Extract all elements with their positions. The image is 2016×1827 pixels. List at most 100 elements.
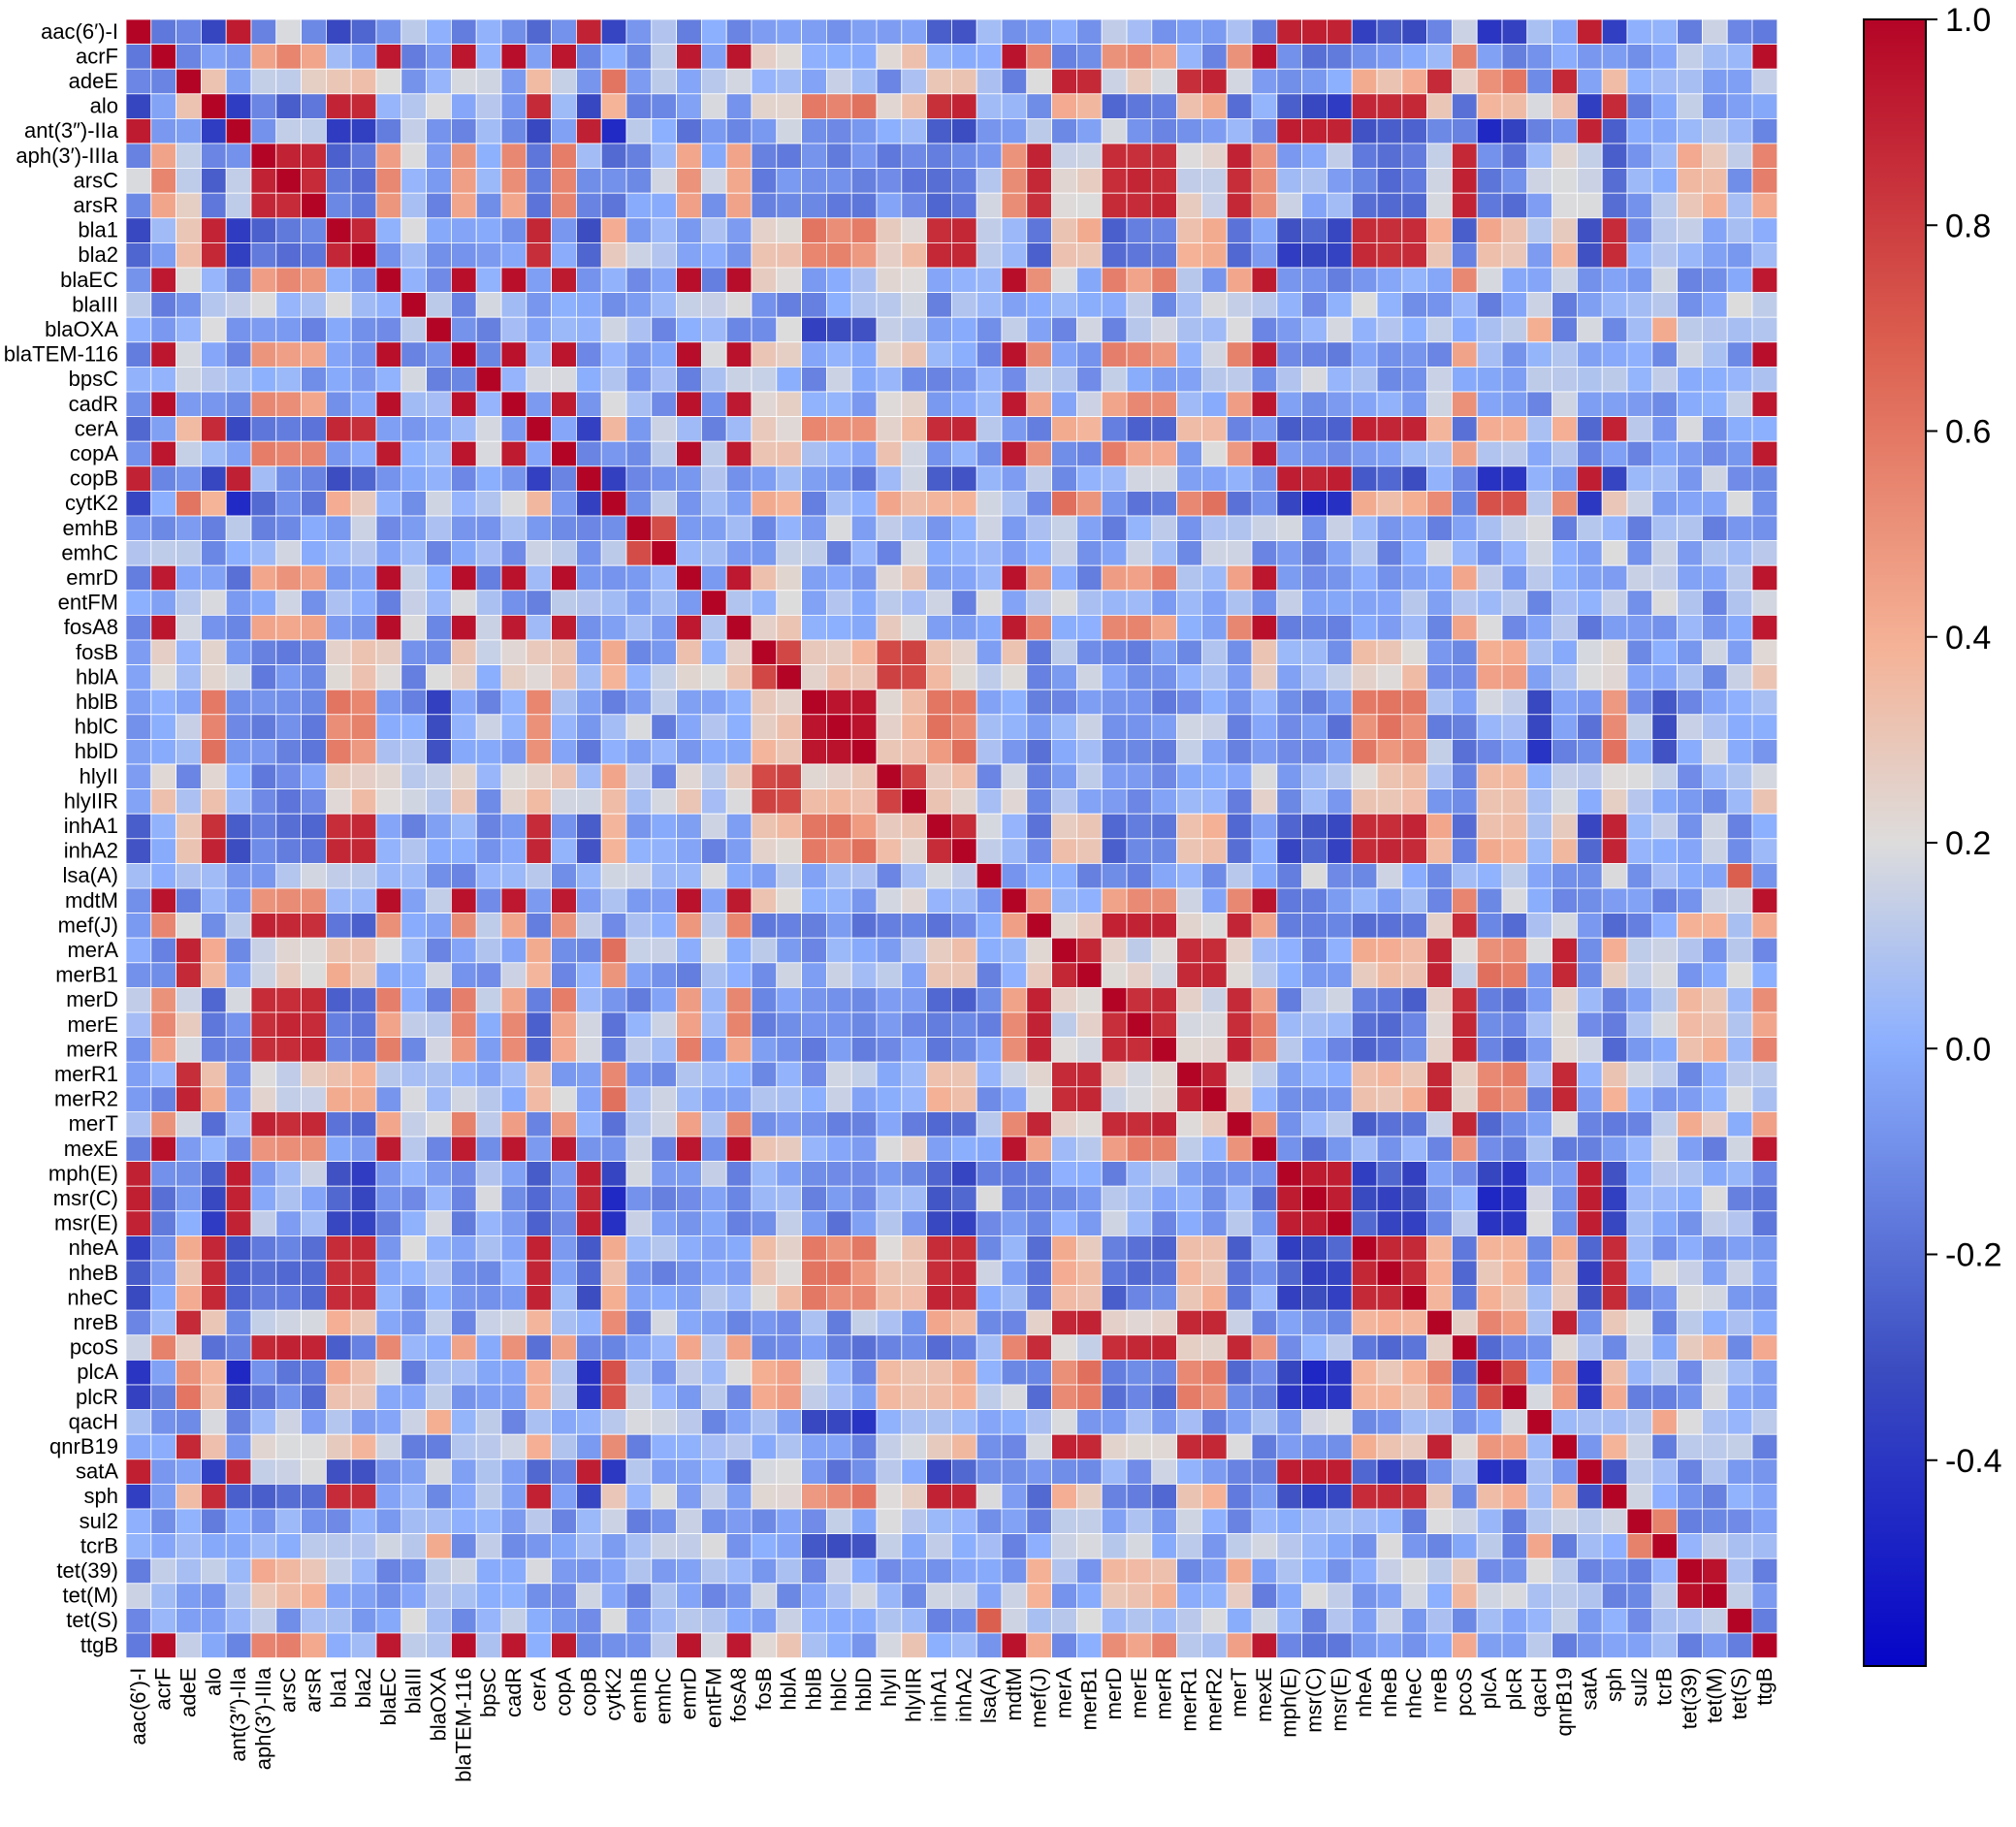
- heatmap-cell: [1201, 1161, 1228, 1187]
- heatmap-cell: [1526, 1608, 1553, 1634]
- heatmap-cell: [526, 1384, 552, 1411]
- heatmap-cell: [1526, 913, 1553, 939]
- heatmap-cell: [1176, 143, 1202, 170]
- heatmap-cell: [1626, 490, 1653, 517]
- heatmap-cell: [1552, 1037, 1578, 1063]
- heatmap-cell: [426, 143, 452, 170]
- heatmap-cell: [725, 564, 752, 592]
- heatmap-cell: [1702, 664, 1728, 690]
- heatmap-cell: [1251, 1458, 1278, 1485]
- heatmap-cell: [1452, 1161, 1478, 1187]
- heatmap-cell: [1226, 714, 1253, 740]
- heatmap-cell: [475, 887, 502, 914]
- heatmap-cell: [801, 1235, 827, 1262]
- heatmap-cell: [1051, 540, 1077, 566]
- heatmap-cell: [150, 664, 177, 690]
- heatmap-cell: [1327, 913, 1353, 939]
- heatmap-cell: [125, 391, 152, 418]
- heatmap-cell: [1476, 118, 1503, 144]
- heatmap-cell: [926, 391, 952, 418]
- heatmap-cell: [1201, 241, 1228, 269]
- heatmap-cell: [651, 1136, 677, 1163]
- heatmap-cell: [625, 714, 653, 740]
- heatmap-cell: [1677, 1533, 1703, 1559]
- heatmap-cell: [801, 788, 827, 815]
- heatmap-cell: [1126, 1161, 1153, 1187]
- heatmap-cell: [1051, 1037, 1077, 1063]
- heatmap-cell: [1001, 1086, 1028, 1112]
- heatmap-cell: [250, 987, 277, 1013]
- heatmap-cell: [1301, 714, 1328, 740]
- heatmap-cell: [551, 1260, 577, 1287]
- heatmap-cell: [1552, 192, 1578, 219]
- heatmap-cell: [200, 1360, 227, 1386]
- heatmap-cell: [1327, 813, 1353, 840]
- heatmap-cell: [225, 1632, 252, 1659]
- heatmap-cell: [776, 564, 802, 592]
- heatmap-cell: [976, 1583, 1003, 1609]
- heatmap-cell: [1001, 465, 1028, 492]
- heatmap-cell: [426, 168, 452, 194]
- heatmap-cell: [1051, 316, 1077, 343]
- heatmap-cell: [1401, 1458, 1428, 1485]
- heatmap-cell: [500, 267, 528, 294]
- heatmap-cell: [1301, 962, 1328, 988]
- heatmap-cell: [1651, 1557, 1679, 1585]
- heatmap-cell: [125, 44, 152, 70]
- heatmap-cell: [1376, 143, 1403, 170]
- heatmap-cell: [600, 1210, 627, 1236]
- heatmap-cell: [125, 1533, 152, 1559]
- heatmap-cell: [275, 1235, 302, 1262]
- heatmap-cell: [1251, 813, 1278, 840]
- heatmap-cell: [1376, 913, 1403, 939]
- heatmap-cell: [1051, 1508, 1077, 1535]
- heatmap-cell: [1751, 366, 1778, 393]
- heatmap-cell: [701, 590, 727, 616]
- heatmap-cell: [751, 241, 778, 269]
- heatmap-cell: [1076, 18, 1103, 46]
- heatmap-cell: [475, 564, 502, 592]
- heatmap-cell: [976, 913, 1003, 939]
- heatmap-cell: [1401, 118, 1428, 144]
- heatmap-cell: [176, 788, 202, 815]
- heatmap-cell: [1526, 93, 1553, 119]
- heatmap-cell: [325, 366, 352, 393]
- heatmap-cell: [1351, 615, 1378, 641]
- heatmap-cell: [1151, 937, 1178, 964]
- heatmap-cell: [1476, 1533, 1503, 1559]
- heatmap-cell: [1301, 1508, 1328, 1535]
- heatmap-cell: [826, 44, 852, 70]
- heatmap-cell: [1376, 1458, 1403, 1485]
- heatmap-cell: [176, 1334, 202, 1361]
- heatmap-cell: [375, 1309, 402, 1336]
- heatmap-cell: [1176, 1583, 1202, 1609]
- heatmap-cell: [826, 292, 852, 318]
- heatmap-cell: [400, 465, 427, 492]
- heatmap-cell: [776, 217, 802, 243]
- heatmap-cell: [576, 838, 602, 864]
- heatmap-cell: [1452, 937, 1478, 964]
- heatmap-cell: [876, 93, 903, 119]
- heatmap-cell: [1001, 118, 1028, 144]
- heatmap-cell: [1651, 143, 1679, 170]
- heatmap-cell: [1201, 68, 1228, 95]
- heatmap-cell: [1702, 143, 1728, 170]
- heatmap-cell: [150, 1161, 177, 1187]
- heatmap-cell: [526, 1037, 552, 1063]
- heatmap-cell: [426, 44, 452, 70]
- heatmap-cell: [250, 1111, 277, 1138]
- heatmap-cell: [1076, 168, 1103, 194]
- heatmap-cell: [150, 1508, 177, 1535]
- heatmap-cell: [526, 1608, 552, 1634]
- heatmap-cell: [250, 1161, 277, 1187]
- heatmap-cell: [1176, 1608, 1202, 1634]
- heatmap-cell: [500, 689, 528, 716]
- heatmap-cell: [826, 714, 852, 740]
- heatmap-cell: [725, 590, 752, 616]
- heatmap-cell: [1126, 1484, 1153, 1510]
- heatmap-cell: [1276, 366, 1303, 393]
- heatmap-cell: [926, 1011, 952, 1039]
- heatmap-cell: [1301, 1161, 1328, 1187]
- heatmap-cell: [1552, 564, 1578, 592]
- heatmap-cell: [801, 838, 827, 864]
